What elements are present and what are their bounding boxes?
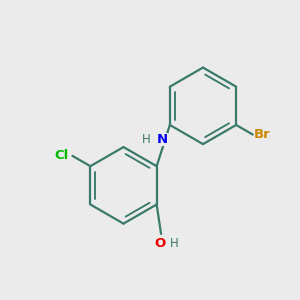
Text: H: H (142, 133, 150, 146)
Text: N: N (157, 133, 168, 146)
Text: Br: Br (254, 128, 271, 141)
Text: H: H (170, 238, 179, 250)
Text: Cl: Cl (55, 149, 69, 162)
Text: O: O (154, 238, 165, 250)
